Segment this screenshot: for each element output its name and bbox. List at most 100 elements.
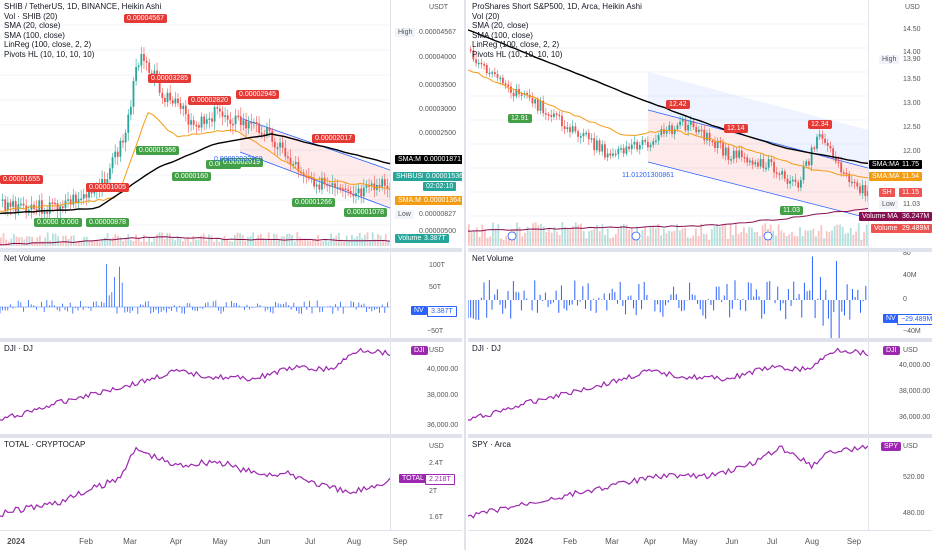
right-nv-plot[interactable]: Net Volume — [468, 252, 868, 338]
volume-bar — [702, 233, 705, 246]
volume-bar — [518, 226, 521, 246]
right-time-axis[interactable]: 2024 Feb Mar Apr May Jun Jul Aug Sep — [468, 530, 932, 551]
volume-bar — [283, 236, 286, 246]
candle-body — [864, 185, 867, 197]
candle-body — [203, 116, 206, 124]
left-price-axis[interactable]: USDT High 0.00004567 0.00004000 0.000035… — [390, 0, 462, 248]
volume-bar — [135, 234, 137, 246]
legend-line[interactable]: SMA (100, close) — [4, 30, 65, 40]
pane-separator[interactable] — [0, 434, 462, 438]
symbol-tag: SHIBUSDT — [393, 172, 435, 181]
volume-bar — [820, 225, 823, 246]
sma100-tag: SMA:MA — [869, 160, 903, 169]
legend-line[interactable]: SMA (20, close) — [472, 21, 529, 30]
sma100-line — [0, 133, 390, 215]
left-dji-axis[interactable]: DJI USD 40,000.00 38,000.00 36,000.00 — [390, 342, 462, 434]
right-dji-axis[interactable]: DJI USD 40,000.00 38,000.00 36,000.00 — [868, 342, 932, 434]
currency-label[interactable]: USD — [905, 4, 920, 11]
volume-bar — [249, 236, 252, 246]
volume-bar — [374, 239, 377, 246]
right-main-pane[interactable]: ProShares Short S&P500, 1D, Arca, Heikin… — [468, 0, 932, 248]
legend-line[interactable]: SMA (20, close) — [4, 21, 61, 30]
price-tick: 0.00000500 — [419, 228, 456, 235]
candle-body — [362, 187, 365, 197]
dji-title[interactable]: DJI · DJ — [472, 344, 501, 353]
nv-title[interactable]: Net Volume — [472, 254, 514, 263]
right-nv-pane[interactable]: Net Volume 80 40M 0 −40M NV −29.489M — [468, 252, 932, 338]
left-main-pane[interactable]: SHIB / TetherUS, 1D, BINANCE, Heikin Ash… — [0, 0, 462, 248]
pane-separator[interactable] — [0, 248, 462, 252]
currency-label[interactable]: USD — [429, 443, 444, 450]
currency-label[interactable]: USDT — [429, 4, 449, 11]
volume-bar — [244, 240, 247, 246]
pane-separator[interactable] — [468, 248, 932, 252]
currency-label[interactable]: USD — [903, 443, 918, 450]
candle-body — [542, 100, 545, 114]
left-total-pane[interactable]: TOTAL · CRYPTOCAP USD 2.4T 2T 1.6T TOTAL… — [0, 438, 462, 530]
left-nv-plot[interactable]: Net Volume — [0, 252, 390, 338]
legend-line[interactable]: Vol · SHIB (20) — [4, 11, 58, 21]
volume-bar — [566, 227, 569, 246]
right-dji-pane[interactable]: DJI · DJ DJI USD 40,000.00 38,000.00 36,… — [468, 342, 932, 434]
candle-body — [859, 186, 861, 194]
left-total-plot[interactable]: TOTAL · CRYPTOCAP — [0, 438, 390, 530]
volume-bar — [620, 225, 622, 246]
left-chart-title[interactable]: SHIB / TetherUS, 1D, BINANCE, Heikin Ash… — [4, 2, 162, 11]
legend-line[interactable]: Pivots HL (10, 10, 10, 10) — [472, 49, 563, 59]
left-nv-pane[interactable]: Net Volume 100T 50T −50T NV 3.387T — [0, 252, 462, 338]
column-separator[interactable] — [464, 0, 466, 550]
nv-title[interactable]: Net Volume — [4, 254, 46, 263]
volume-bar — [505, 236, 508, 246]
volume-bar — [652, 226, 655, 246]
volume-bar — [489, 236, 492, 246]
legend-line[interactable]: Vol (20) — [472, 11, 500, 21]
volume-bar — [130, 239, 132, 246]
left-dji-pane[interactable]: DJI · DJ DJI USD 40,000.00 38,000.00 36,… — [0, 342, 462, 434]
left-dji-plot[interactable]: DJI · DJ — [0, 342, 390, 434]
volume-bar — [205, 240, 208, 246]
right-price-axis[interactable]: USD 14.50 14.00 13.50 13.00 12.50 12.00 … — [859, 0, 932, 248]
total-title[interactable]: TOTAL · CRYPTOCAP — [4, 440, 86, 449]
left-time-axis[interactable]: 2024 Feb Mar Apr May Jun Jul Aug Sep — [0, 530, 462, 551]
volume-bar — [262, 238, 265, 246]
pane-separator[interactable] — [0, 338, 462, 342]
volume-bar — [150, 241, 153, 246]
volume-bar — [582, 231, 585, 246]
left-main-plot[interactable]: SHIB / TetherUS, 1D, BINANCE, Heikin Ash… — [0, 0, 390, 248]
right-chart-title[interactable]: ProShares Short S&P500, 1D, Arca, Heikin… — [472, 2, 642, 11]
left-nv-axis[interactable]: 100T 50T −50T NV 3.387T — [390, 252, 462, 338]
candle-body — [867, 191, 868, 197]
left-total-axis[interactable]: USD 2.4T 2T 1.6T TOTAL 2.218T — [390, 438, 462, 530]
legend-line[interactable]: LinReg (100, close, 2, 2) — [472, 40, 560, 49]
right-main-plot[interactable]: ProShares Short S&P500, 1D, Arca, Heikin… — [468, 0, 868, 248]
right-spy-axis[interactable]: SPY USD 520.00 480.00 — [868, 438, 932, 530]
volume-bar — [171, 238, 174, 246]
legend-line[interactable]: Pivots HL (10, 10, 10, 10) — [4, 49, 95, 59]
candle-body — [518, 89, 520, 95]
right-spy-pane[interactable]: SPY · Arca SPY USD 520.00 480.00 — [468, 438, 932, 530]
legend-line[interactable]: SMA (100, close) — [472, 30, 533, 40]
sma20-line — [0, 112, 390, 212]
candle-body — [579, 136, 582, 138]
right-spy-plot[interactable]: SPY · Arca — [468, 438, 868, 530]
candle-body — [242, 120, 245, 126]
right-dji-plot[interactable]: DJI · DJ — [468, 342, 868, 434]
currency-label[interactable]: USD — [903, 347, 918, 354]
candle-body — [786, 178, 789, 184]
pane-separator[interactable] — [468, 434, 932, 438]
legend-line[interactable]: LinReg (100, close, 2, 2) — [4, 40, 92, 49]
volume-bar — [673, 230, 676, 246]
dji-badge: DJI — [883, 346, 900, 355]
volume-bar — [678, 230, 681, 246]
right-nv-axis[interactable]: 80 40M 0 −40M NV −29.489M — [868, 252, 932, 338]
dji-title[interactable]: DJI · DJ — [4, 344, 33, 353]
volume-bar — [863, 232, 865, 246]
candle-body — [714, 142, 716, 148]
volume-bar — [649, 226, 652, 246]
volume-bar — [745, 232, 748, 246]
spy-title[interactable]: SPY · Arca — [472, 440, 511, 449]
currency-label[interactable]: USD — [429, 347, 444, 354]
volume-bar — [700, 223, 703, 246]
volume-bar — [210, 235, 213, 246]
pane-separator[interactable] — [468, 338, 932, 342]
